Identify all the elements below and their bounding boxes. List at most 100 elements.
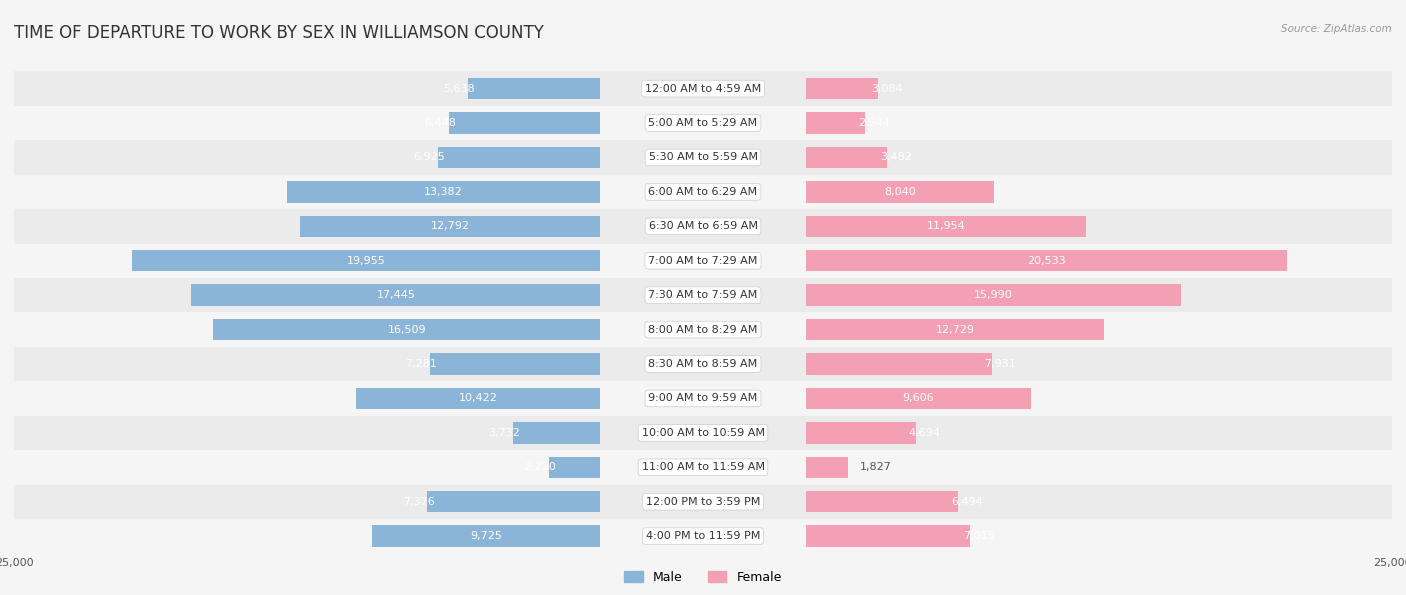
Bar bbox=[600, 71, 806, 106]
Text: 8:30 AM to 8:59 AM: 8:30 AM to 8:59 AM bbox=[648, 359, 758, 369]
Bar bbox=[600, 106, 806, 140]
Bar bbox=[14, 106, 600, 140]
Bar bbox=[806, 312, 1392, 347]
Bar bbox=[806, 71, 1392, 106]
Bar bbox=[600, 140, 806, 175]
Bar bbox=[806, 450, 1392, 484]
Bar bbox=[806, 243, 1392, 278]
Text: 15,990: 15,990 bbox=[974, 290, 1012, 300]
Bar bbox=[14, 278, 600, 312]
Bar bbox=[600, 175, 806, 209]
Bar bbox=[301, 215, 600, 237]
Bar bbox=[806, 112, 865, 134]
Text: 10,422: 10,422 bbox=[458, 393, 498, 403]
Bar bbox=[600, 209, 806, 243]
Bar bbox=[14, 450, 600, 484]
Bar bbox=[600, 381, 806, 416]
Text: 7,015: 7,015 bbox=[963, 531, 994, 541]
Text: Source: ZipAtlas.com: Source: ZipAtlas.com bbox=[1281, 24, 1392, 34]
Text: 7,281: 7,281 bbox=[405, 359, 437, 369]
Bar bbox=[191, 284, 600, 306]
Text: 13,382: 13,382 bbox=[425, 187, 463, 197]
Text: 11:00 AM to 11:59 AM: 11:00 AM to 11:59 AM bbox=[641, 462, 765, 472]
Text: 7:00 AM to 7:29 AM: 7:00 AM to 7:29 AM bbox=[648, 256, 758, 266]
Text: 5:00 AM to 5:29 AM: 5:00 AM to 5:29 AM bbox=[648, 118, 758, 128]
Bar bbox=[806, 484, 1392, 519]
Text: 4,694: 4,694 bbox=[908, 428, 941, 438]
Text: 17,445: 17,445 bbox=[377, 290, 415, 300]
Bar bbox=[806, 381, 1392, 416]
Text: 10:00 AM to 10:59 AM: 10:00 AM to 10:59 AM bbox=[641, 428, 765, 438]
Bar bbox=[806, 519, 1392, 553]
Text: 3,084: 3,084 bbox=[870, 84, 903, 93]
Bar bbox=[806, 181, 994, 202]
Text: 2,544: 2,544 bbox=[858, 118, 890, 128]
Bar bbox=[806, 78, 877, 99]
Bar bbox=[600, 347, 806, 381]
Text: 20,533: 20,533 bbox=[1026, 256, 1066, 266]
Bar bbox=[427, 491, 600, 512]
Bar bbox=[806, 388, 1031, 409]
Text: 7:30 AM to 7:59 AM: 7:30 AM to 7:59 AM bbox=[648, 290, 758, 300]
Text: 8,040: 8,040 bbox=[884, 187, 915, 197]
Bar bbox=[806, 525, 970, 547]
Bar bbox=[600, 519, 806, 553]
Bar bbox=[600, 450, 806, 484]
Bar bbox=[14, 243, 600, 278]
Text: 6,925: 6,925 bbox=[413, 152, 446, 162]
Text: 9,606: 9,606 bbox=[903, 393, 934, 403]
Text: 16,509: 16,509 bbox=[388, 325, 426, 334]
Bar bbox=[439, 147, 600, 168]
Bar bbox=[548, 456, 600, 478]
Text: 5,638: 5,638 bbox=[443, 84, 475, 93]
Bar bbox=[14, 519, 600, 553]
Bar bbox=[600, 278, 806, 312]
Bar bbox=[14, 381, 600, 416]
Text: 5:30 AM to 5:59 AM: 5:30 AM to 5:59 AM bbox=[648, 152, 758, 162]
Text: 6:30 AM to 6:59 AM: 6:30 AM to 6:59 AM bbox=[648, 221, 758, 231]
Text: 11,954: 11,954 bbox=[927, 221, 965, 231]
Text: 6,494: 6,494 bbox=[950, 497, 983, 507]
Text: 7,931: 7,931 bbox=[984, 359, 1017, 369]
Bar bbox=[214, 319, 600, 340]
Bar bbox=[14, 484, 600, 519]
Bar bbox=[806, 140, 1392, 175]
Bar bbox=[806, 209, 1392, 243]
Text: 7,376: 7,376 bbox=[402, 497, 434, 507]
Text: 19,955: 19,955 bbox=[347, 256, 385, 266]
Bar bbox=[806, 215, 1085, 237]
Bar bbox=[14, 416, 600, 450]
Text: 2,210: 2,210 bbox=[524, 462, 555, 472]
Bar bbox=[600, 312, 806, 347]
Text: 9:00 AM to 9:59 AM: 9:00 AM to 9:59 AM bbox=[648, 393, 758, 403]
Text: 6:00 AM to 6:29 AM: 6:00 AM to 6:29 AM bbox=[648, 187, 758, 197]
Bar bbox=[468, 78, 600, 99]
Text: 6,448: 6,448 bbox=[425, 118, 456, 128]
Bar bbox=[287, 181, 600, 202]
Text: 12:00 PM to 3:59 PM: 12:00 PM to 3:59 PM bbox=[645, 497, 761, 507]
Bar bbox=[806, 416, 1392, 450]
Bar bbox=[806, 106, 1392, 140]
Bar bbox=[806, 456, 848, 478]
Text: 4:00 PM to 11:59 PM: 4:00 PM to 11:59 PM bbox=[645, 531, 761, 541]
Bar bbox=[14, 175, 600, 209]
Text: 3,732: 3,732 bbox=[488, 428, 520, 438]
Bar bbox=[806, 319, 1104, 340]
Legend: Male, Female: Male, Female bbox=[619, 566, 787, 588]
Text: 9,725: 9,725 bbox=[471, 531, 502, 541]
Bar bbox=[806, 250, 1286, 271]
Bar bbox=[14, 209, 600, 243]
Bar bbox=[14, 71, 600, 106]
Text: 12,792: 12,792 bbox=[430, 221, 470, 231]
Bar bbox=[600, 243, 806, 278]
Bar bbox=[132, 250, 600, 271]
Bar bbox=[600, 484, 806, 519]
Bar bbox=[449, 112, 600, 134]
Bar bbox=[806, 278, 1392, 312]
Text: 12,729: 12,729 bbox=[935, 325, 974, 334]
Bar bbox=[14, 347, 600, 381]
Bar bbox=[806, 175, 1392, 209]
Bar bbox=[600, 416, 806, 450]
Bar bbox=[806, 284, 1181, 306]
Bar bbox=[806, 347, 1392, 381]
